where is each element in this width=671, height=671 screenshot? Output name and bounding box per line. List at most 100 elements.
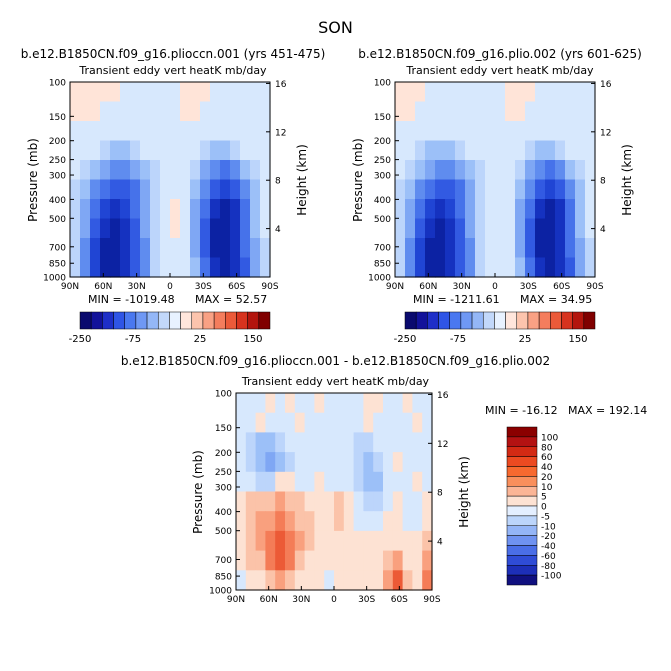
colorbar-label: 0 (541, 503, 547, 513)
x-tick-label: 30S (520, 282, 537, 292)
heatmap-cell (230, 160, 241, 181)
panel-1: b.e12.B1850CN.f09_g16.plioccn.001 (yrs 4… (21, 47, 326, 345)
heatmap-cell (170, 82, 181, 103)
heatmap-cell (245, 491, 257, 512)
heatmap-cell (435, 218, 446, 239)
heatmap-cell (353, 432, 364, 453)
heatmap-cell (392, 530, 404, 552)
heatmap-cell (260, 218, 271, 239)
heatmap-cell (575, 199, 586, 220)
heatmap-cell (585, 101, 596, 122)
heatmap-cell (314, 471, 325, 493)
heatmap-cell (343, 570, 355, 591)
heatmap-cell (402, 491, 413, 512)
heatmap-cell (363, 471, 374, 493)
panel-1-x-ticks: 90N 60N 30N 0 30S 60S 90S (61, 273, 279, 292)
heatmap-cell (140, 160, 151, 181)
heatmap-cell (353, 550, 364, 571)
colorbar-swatch (247, 311, 260, 330)
heatmap-cell (465, 179, 476, 200)
heatmap-cell (80, 199, 91, 220)
heatmap-cell (383, 550, 394, 571)
colorbar-label: -10 (541, 522, 556, 532)
colorbar-label: -100 (541, 572, 562, 582)
heatmap-cell (405, 140, 416, 161)
heatmap-cell (425, 82, 436, 103)
heatmap-cell (395, 140, 406, 161)
heatmap-cell (314, 550, 325, 571)
heatmap-cell (314, 491, 325, 512)
heatmap-cell (373, 491, 384, 512)
heatmap-cell (515, 160, 526, 181)
heatmap-cell (525, 140, 536, 161)
heatmap-cell (585, 82, 596, 103)
heatmap-cell (575, 179, 586, 200)
heatmap-cell (455, 179, 466, 200)
heatmap-cell (405, 101, 416, 122)
heatmap-cell (140, 82, 151, 103)
heatmap-cell (363, 452, 374, 473)
y-right-tick-label: 16 (600, 80, 612, 90)
heatmap-cell (160, 218, 171, 239)
y-tick-label: 150 (49, 113, 66, 123)
heatmap-cell (373, 412, 384, 433)
colorbar-swatch (506, 574, 538, 586)
heatmap-cell (265, 511, 276, 532)
heatmap-cell (415, 101, 426, 122)
heatmap-cell (585, 160, 596, 181)
colorbar-label: 150 (243, 334, 262, 345)
heatmap-cell (80, 257, 91, 278)
heatmap-cell (160, 160, 171, 181)
colorbar-swatch (506, 426, 538, 438)
heatmap-cell (250, 160, 261, 181)
heatmap-cell (260, 160, 271, 181)
heatmap-cell (402, 393, 413, 414)
colorbar-label: 60 (541, 453, 553, 463)
heatmap-cell (402, 452, 413, 473)
heatmap-cell (415, 179, 426, 200)
heatmap-cell (495, 160, 506, 181)
heatmap-cell (445, 257, 456, 278)
colorbar-swatch (213, 311, 226, 330)
colorbar-swatch (79, 311, 92, 330)
heatmap-cell (275, 511, 286, 532)
heatmap-cell (555, 218, 566, 239)
heatmap-cell (545, 179, 556, 200)
heatmap-cell (130, 121, 141, 142)
heatmap-cell (402, 530, 413, 552)
heatmap-cell (110, 218, 121, 239)
y-tick-label: 1000 (43, 274, 66, 284)
heatmap-cell (525, 101, 536, 122)
heatmap-cell (422, 452, 433, 473)
heatmap-cell (455, 160, 466, 181)
colorbar-swatch (506, 545, 538, 556)
heatmap-cell (70, 121, 81, 142)
heatmap-cell (383, 511, 394, 532)
heatmap-cell (395, 82, 406, 103)
heatmap-cell (402, 432, 413, 453)
x-tick-label: 90N (386, 282, 404, 292)
heatmap-cell (395, 160, 406, 181)
colorbar-swatch (90, 311, 103, 330)
heatmap-cell (585, 140, 596, 161)
heatmap-cell (575, 121, 586, 142)
heatmap-cell (285, 570, 296, 591)
heatmap-cell (245, 511, 257, 532)
heatmap-cell (275, 530, 286, 552)
colorbar-swatch (506, 505, 538, 517)
heatmap-cell (334, 570, 345, 591)
heatmap-cell (120, 257, 131, 278)
heatmap-cell (505, 179, 516, 200)
heatmap-cell (255, 412, 266, 433)
y-tick-label: 250 (374, 156, 391, 166)
heatmap-cell (363, 393, 374, 414)
heatmap-cell (260, 101, 271, 122)
heatmap-cell (373, 432, 384, 453)
heatmap-cell (150, 218, 161, 239)
panel-1-ylabel: Pressure (mb) (26, 138, 40, 222)
heatmap-cell (220, 140, 231, 161)
colorbar-swatch (538, 311, 551, 330)
y-right-tick-label: 8 (275, 177, 281, 187)
colorbar-label: -75 (450, 334, 466, 345)
